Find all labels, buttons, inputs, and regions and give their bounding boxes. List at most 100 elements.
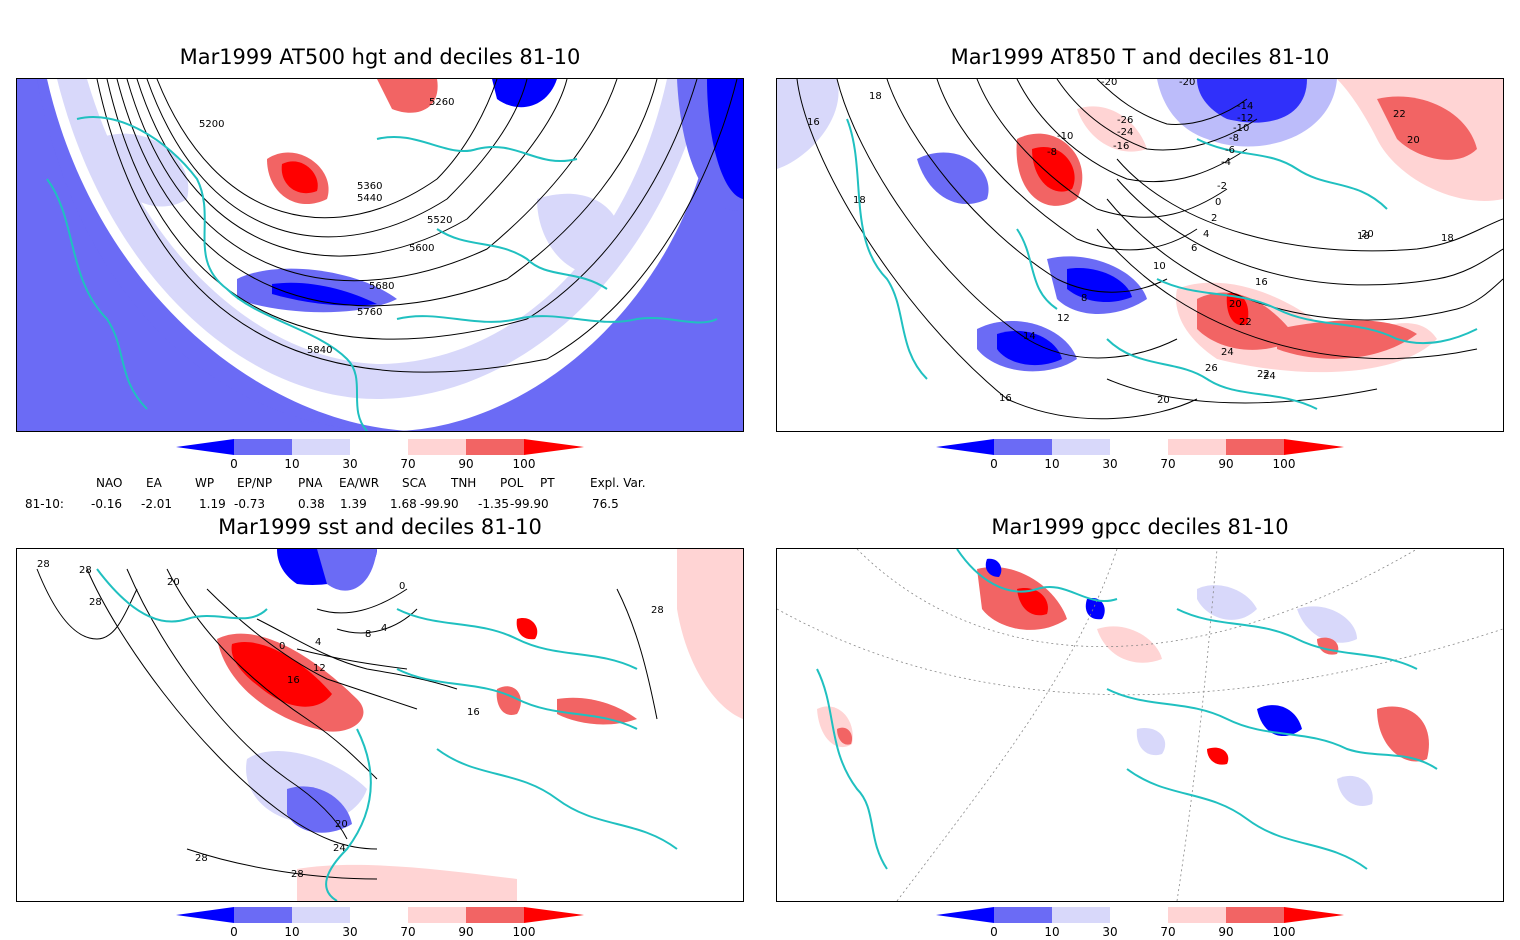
colorbar-tick-label: 100 (1273, 457, 1296, 471)
contour-label: 18 (1357, 231, 1370, 242)
index-row-label: 81-10: (25, 497, 64, 511)
contour-label: -20 (1101, 79, 1117, 88)
colorbar-swatch (1168, 439, 1226, 455)
colorbar-tick-label: 70 (400, 457, 415, 471)
contour-label: 0 (279, 641, 285, 652)
contour-label: 5360 (357, 181, 382, 192)
contour-label: 5600 (409, 243, 434, 254)
colorbar-tick-label: 70 (1160, 457, 1175, 471)
contour-label: 10 (1153, 261, 1166, 272)
contour-label: 18 (853, 195, 866, 206)
contour-label: 4 (315, 637, 321, 648)
contour-label: -4 (1221, 157, 1231, 168)
contour-label: -14 (1237, 101, 1253, 112)
colorbar-tick-label: 90 (458, 925, 473, 939)
index-header: WP (195, 476, 215, 490)
colorbar-swatch (176, 439, 234, 455)
contour-label: 14 (1023, 331, 1036, 342)
colorbar-swatch (1284, 439, 1344, 455)
colorbar-tick-label: 30 (1102, 925, 1117, 939)
colorbar-tick-label: 0 (990, 925, 998, 939)
colorbar-swatch (292, 439, 350, 455)
map-panel-at500: 5200 5260 5360 5440 5520 5600 5680 5760 … (16, 78, 744, 432)
index-value: 1.39 (340, 497, 367, 511)
panel-title-at850: Mar1999 AT850 T and deciles 81-10 (950, 45, 1330, 69)
contour-label: 22 (1239, 317, 1252, 328)
contour-label: 28 (195, 853, 208, 864)
contour-label: 12 (1057, 313, 1070, 324)
contour-label: -10 (1233, 123, 1249, 134)
contour-label: 26 (1205, 363, 1218, 374)
index-value: -2.01 (141, 497, 173, 511)
contour-label: -8 (1047, 147, 1057, 158)
contour-label: 28 (651, 605, 664, 616)
contour-label: 5520 (427, 215, 452, 226)
contour-label: -6 (1225, 145, 1235, 156)
colorbar-tick-label: 0 (990, 457, 998, 471)
colorbar-tick-label: 100 (513, 457, 536, 471)
index-header: Expl. Var. (590, 476, 646, 490)
colorbar-tick-label: 10 (284, 925, 299, 939)
colorbar-tick-label: 100 (1273, 925, 1296, 939)
colorbar-top-right: 0 10 30 70 90 100 (936, 439, 1344, 471)
map-panel-sst: 28 28 20 28 0 4 8 4 0 12 16 16 20 24 28 … (16, 548, 744, 902)
colorbar-swatch (350, 907, 408, 923)
index-header: EA/WR (339, 476, 380, 490)
index-header: PNA (298, 476, 323, 490)
contour-label: 5680 (369, 281, 394, 292)
colorbar-swatch (936, 439, 994, 455)
contour-label: 2 (1211, 213, 1217, 224)
contour-label: 20 (1361, 229, 1374, 240)
contour-label: 16 (999, 393, 1012, 404)
colorbar-swatch (408, 439, 466, 455)
contour-label: 24 (333, 843, 346, 854)
contour-label: -12 (1237, 113, 1253, 124)
colorbar-top-left: 0 10 30 70 90 100 (176, 439, 584, 471)
index-value: -99.90 (420, 497, 459, 511)
contour-label: 5440 (357, 193, 382, 204)
colorbar-tick-label: 90 (458, 457, 473, 471)
contour-label: 5260 (429, 97, 454, 108)
contour-label: -10 (1057, 131, 1073, 142)
contour-label: 18 (1441, 233, 1454, 244)
index-value: 76.5 (592, 497, 619, 511)
colorbar-swatch (1168, 907, 1226, 923)
colorbar-swatch (1110, 907, 1168, 923)
colorbar-swatch (1052, 439, 1110, 455)
teleconnection-indices: NAO EA WP EP/NP PNA EA/WR SCA TNH POL PT… (0, 474, 740, 514)
contour-label: 20 (167, 577, 180, 588)
index-value: 1.68 (390, 497, 417, 511)
colorbar-tick-label: 0 (230, 925, 238, 939)
map-panel-at850: 18 16 18 -10 -8 -26 -24 -16 -20 -20 -14 … (776, 78, 1504, 432)
colorbar-tick-label: 0 (230, 457, 238, 471)
colorbar-tick-label: 70 (1160, 925, 1175, 939)
colorbar-swatch (234, 907, 292, 923)
index-header: EP/NP (237, 476, 273, 490)
index-value: -0.73 (234, 497, 266, 511)
colorbar-swatch (524, 439, 584, 455)
colorbar-tick-label: 30 (1102, 457, 1117, 471)
contour-labels-at500: 5200 5260 5360 5440 5520 5600 5680 5760 … (199, 97, 454, 356)
contour-label: 16 (467, 707, 480, 718)
colorbar-swatch (994, 907, 1052, 923)
contour-label: 16 (1255, 277, 1268, 288)
map-panel-gpcc (776, 548, 1504, 902)
index-value: 0.38 (298, 497, 325, 511)
contour-label: 5200 (199, 119, 224, 130)
contour-label: 28 (79, 565, 92, 576)
contour-label: 20 (1407, 135, 1420, 146)
index-header: EA (146, 476, 162, 490)
contour-label: 24 (1263, 371, 1276, 382)
contour-labels-at850: 18 16 18 -10 -8 -26 -24 -16 -20 -20 -14 … (807, 79, 1454, 406)
contour-label: -24 (1117, 127, 1133, 138)
contour-label: -16 (1113, 141, 1129, 152)
colorbar-swatch (176, 907, 234, 923)
index-header: SCA (402, 476, 427, 490)
contour-labels-sst: 28 28 20 28 0 4 8 4 0 12 16 16 20 24 28 … (37, 559, 664, 880)
contour-label: 28 (89, 597, 102, 608)
colorbar-swatch (1284, 907, 1344, 923)
contour-label: 16 (287, 675, 300, 686)
contour-label: 0 (1215, 197, 1221, 208)
contour-label: 24 (1221, 347, 1234, 358)
contour-label: -26 (1117, 115, 1133, 126)
